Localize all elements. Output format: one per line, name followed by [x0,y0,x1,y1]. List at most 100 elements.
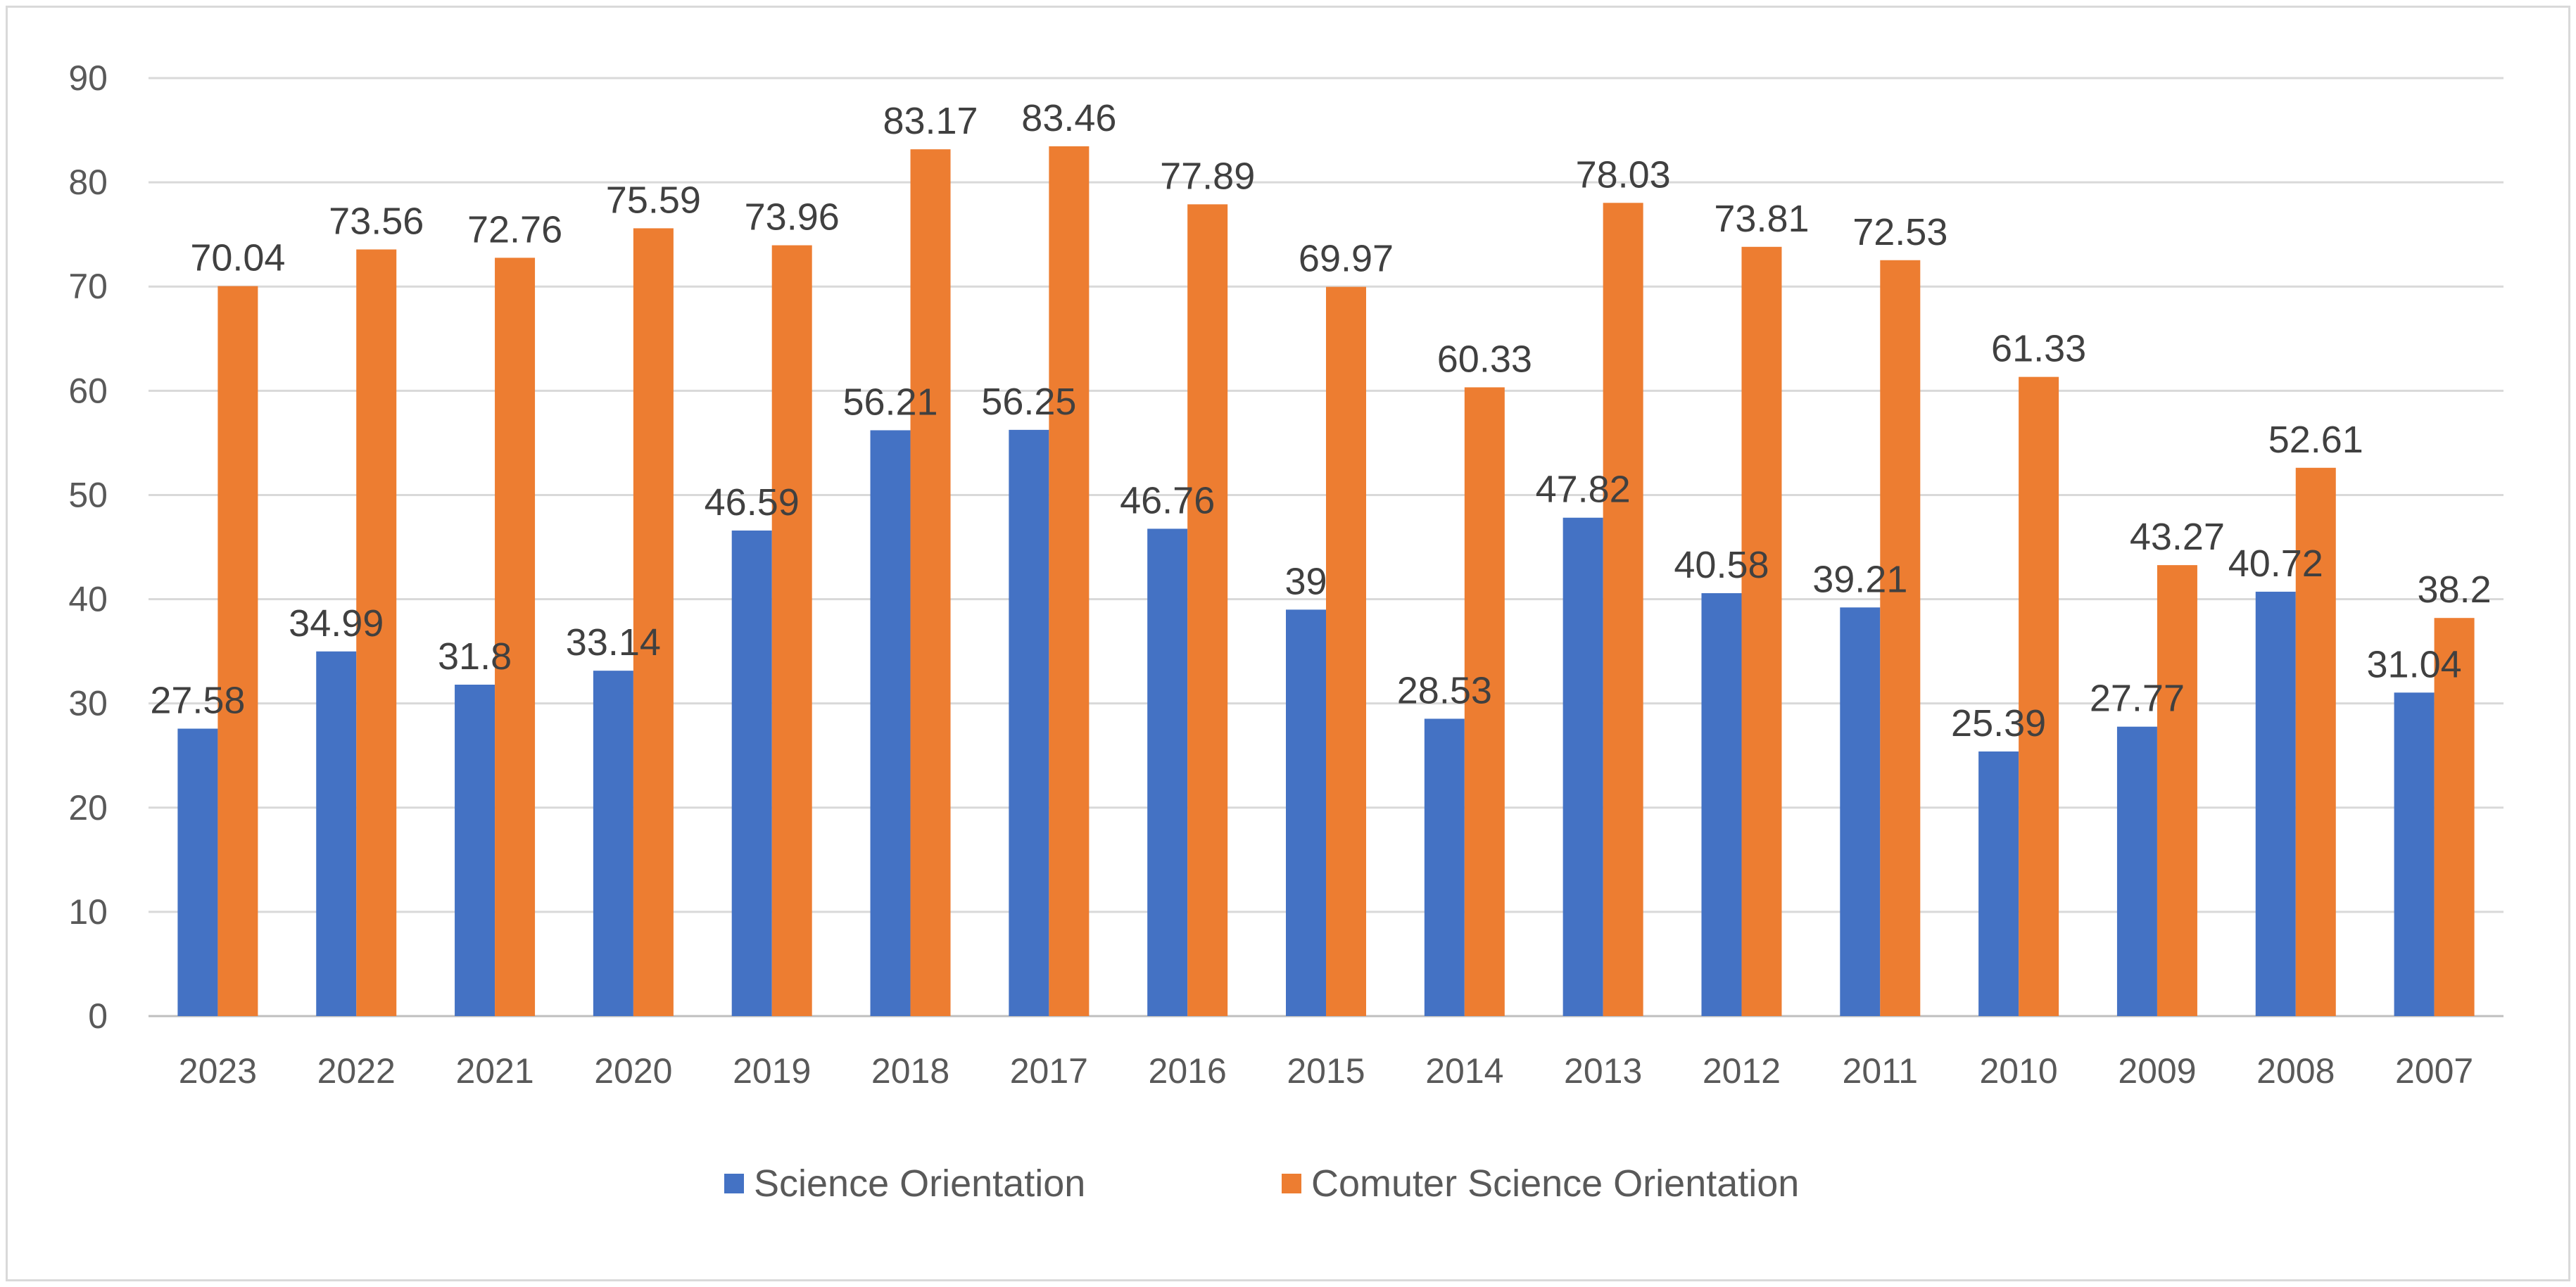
bar-computer-science-2021 [495,258,536,1017]
data-label-science-2014: 28.53 [1397,669,1492,711]
bar-science-2017 [1009,429,1049,1016]
data-label-computer-science-2018: 83.17 [883,100,978,142]
bar-science-2014 [1424,718,1465,1016]
data-label-science-2013: 47.82 [1536,469,1631,511]
x-tick-label-2014: 2014 [1425,1051,1503,1091]
x-tick-label-2017: 2017 [1010,1051,1088,1091]
data-label-science-2012: 40.58 [1674,544,1769,586]
data-label-science-2010: 25.39 [1951,702,2046,744]
y-tick-label: 10 [68,892,108,932]
x-tick-label-2018: 2018 [871,1051,949,1091]
legend-swatch-science [724,1174,744,1193]
y-tick-label: 90 [68,58,108,98]
data-label-computer-science-2007: 38.2 [2418,569,2492,611]
x-tick-label-2009: 2009 [2118,1051,2196,1091]
data-label-science-2007: 31.04 [2367,643,2462,685]
data-label-computer-science-2015: 69.97 [1299,238,1394,280]
bars [177,146,2475,1017]
bar-science-2015 [1286,609,1326,1016]
data-label-computer-science-2020: 75.59 [606,179,701,221]
bar-chart: 0 10 20 30 40 50 60 70 80 90 27.58 70.04 34.99 73.56… [68,58,2504,1205]
bar-computer-science-2012 [1741,246,1782,1017]
bar-science-2007 [2394,692,2435,1016]
bar-science-2016 [1147,528,1188,1016]
bar-computer-science-2010 [2019,376,2059,1016]
x-tick-label-2007: 2007 [2395,1051,2473,1091]
bar-science-2018 [870,430,911,1016]
data-label-science-2022: 34.99 [289,602,384,645]
data-label-computer-science-2016: 77.89 [1160,155,1255,197]
x-tick-label-2011: 2011 [1843,1051,1919,1091]
x-tick-label-2010: 2010 [1980,1051,2058,1091]
x-tick-label-2023: 2023 [179,1051,257,1091]
legend: Science Orientation Comuter Science Orien… [724,1162,1799,1205]
x-tick-label-2016: 2016 [1149,1051,1227,1091]
bar-computer-science-2013 [1603,203,1643,1016]
x-tick-label-2019: 2019 [733,1051,811,1091]
x-tick-label-2015: 2015 [1287,1051,1365,1091]
data-label-computer-science-2021: 72.76 [467,208,562,251]
data-label-science-2011: 39.21 [1812,558,1907,600]
y-axis: 0 10 20 30 40 50 60 70 80 90 [68,58,108,1036]
data-label-science-2021: 31.8 [438,635,512,678]
data-label-computer-science-2012: 73.81 [1714,198,1809,240]
bar-computer-science-2017 [1049,146,1090,1017]
data-label-science-2019: 46.59 [705,481,800,524]
bar-science-2012 [1701,592,1742,1016]
data-labels: 27.58 70.04 34.99 73.56 31.8 72.76 33.14 75.59 4… [150,97,2491,744]
y-tick-label: 50 [68,475,108,514]
x-tick-label-2013: 2013 [1564,1051,1642,1091]
y-tick-label: 40 [68,580,108,619]
data-label-science-2020: 33.14 [566,621,661,664]
y-tick-label: 30 [68,684,108,723]
y-tick-label: 80 [68,163,108,202]
bar-computer-science-2015 [1326,286,1366,1017]
bar-computer-science-2022 [356,249,397,1017]
bar-science-2023 [177,728,218,1016]
bar-computer-science-2019 [771,245,812,1017]
data-label-computer-science-2013: 78.03 [1576,153,1671,196]
bar-science-2011 [1840,607,1881,1016]
bar-computer-science-2018 [910,149,951,1016]
bar-computer-science-2016 [1187,204,1228,1016]
data-label-computer-science-2009: 43.27 [2130,516,2225,558]
y-tick-label: 0 [88,996,108,1036]
y-tick-label: 70 [68,267,108,306]
x-tick-label-2008: 2008 [2256,1051,2335,1091]
bar-computer-science-2020 [633,228,674,1016]
bar-science-2008 [2255,591,2296,1016]
bar-science-2010 [1978,751,2019,1016]
data-label-science-2017: 56.25 [981,381,1076,423]
bar-computer-science-2011 [1880,260,1921,1016]
x-tick-label-2012: 2012 [1703,1051,1781,1091]
data-label-computer-science-2008: 52.61 [2268,419,2363,461]
chart-frame: 0 10 20 30 40 50 60 70 80 90 27.58 70.04 34.99 73.56… [6,6,2570,1281]
data-label-science-2018: 56.21 [842,381,937,423]
data-label-computer-science-2011: 72.53 [1852,211,1947,253]
bar-computer-science-2009 [2157,565,2197,1016]
data-label-science-2008: 40.72 [2228,543,2323,585]
bar-computer-science-2023 [217,286,258,1017]
y-tick-label: 60 [68,371,108,410]
bar-computer-science-2014 [1464,387,1505,1016]
x-tick-label-2022: 2022 [317,1051,396,1091]
data-label-computer-science-2010: 61.33 [1991,328,2086,370]
bar-science-2020 [593,671,633,1016]
legend-label-science: Science Orientation [754,1162,1085,1205]
data-label-computer-science-2019: 73.96 [745,196,840,239]
data-label-science-2016: 46.76 [1120,479,1215,521]
legend-swatch-computer-science [1282,1174,1301,1193]
data-label-computer-science-2023: 70.04 [190,237,285,279]
bar-science-2013 [1562,517,1603,1016]
y-tick-label: 20 [68,788,108,828]
x-tick-label-2020: 2020 [594,1051,672,1091]
legend-label-computer-science: Comuter Science Orientation [1311,1162,1799,1205]
bar-science-2021 [455,685,495,1016]
x-tick-label-2021: 2021 [455,1051,533,1091]
data-label-science-2023: 27.58 [150,680,245,722]
bar-science-2022 [316,651,357,1016]
data-label-science-2015: 39 [1284,560,1327,602]
bar-computer-science-2007 [2434,618,2475,1016]
data-label-computer-science-2014: 60.33 [1437,338,1532,380]
data-label-computer-science-2022: 73.56 [329,200,424,242]
